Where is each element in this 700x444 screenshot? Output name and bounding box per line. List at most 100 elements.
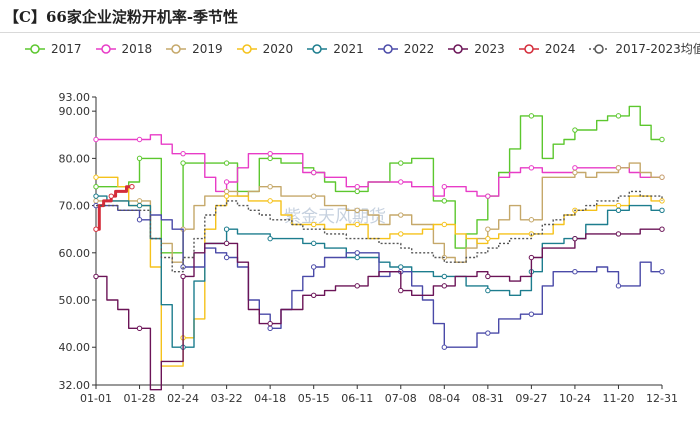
series-point-2019	[572, 169, 578, 176]
legend-item-2018[interactable]: 2018	[95, 42, 152, 56]
legend-item-2017[interactable]: 2017	[24, 42, 82, 56]
x-tick-label: 12-31	[646, 392, 678, 405]
legend-item-2024[interactable]: 2024	[518, 41, 576, 56]
series-point-2017	[659, 136, 665, 143]
legend-item-2020[interactable]: 2020	[236, 42, 293, 56]
series-point-2021	[354, 254, 360, 261]
x-tick-label: 09-27	[515, 392, 547, 405]
series-point-2020	[310, 221, 317, 228]
series-point-2018	[136, 136, 143, 143]
series-point-2020	[354, 221, 360, 228]
x-tick-label: 01-28	[124, 392, 156, 405]
series-point-2023	[485, 273, 491, 280]
legend-swatch	[25, 43, 45, 54]
series-point-2017	[223, 160, 230, 166]
series-point-2021	[310, 240, 317, 247]
series-point-2023	[267, 320, 273, 327]
series-point-2023	[180, 273, 186, 280]
legend-swatch	[307, 43, 328, 54]
legend-swatch	[377, 43, 398, 54]
series-point-2023	[615, 231, 622, 237]
series-point-2018	[572, 165, 578, 171]
series-point-2019	[93, 198, 99, 204]
series-point-2017	[267, 155, 273, 162]
series-point-2017	[354, 188, 360, 195]
series-point-2019	[659, 174, 665, 180]
series-point-2020	[485, 235, 491, 242]
series-point-2018	[180, 150, 186, 157]
series-point-2022	[310, 264, 317, 270]
series-point-2023	[310, 292, 317, 298]
legend-label: 2017	[51, 41, 82, 56]
series-point-2021	[485, 287, 491, 294]
series-point-2018	[267, 150, 273, 157]
legend-item-2022[interactable]: 2022	[377, 41, 435, 56]
legend-label: 2017-2023均值	[615, 42, 700, 56]
series-point-2023	[354, 283, 360, 289]
x-tick-label: 10-24	[559, 392, 591, 405]
y-tick-label: 40.00	[59, 341, 91, 354]
series-point-2023	[223, 240, 230, 247]
series-point-2023	[441, 283, 448, 289]
series-point-2022	[354, 250, 360, 256]
legend-label: 2022	[403, 41, 435, 56]
series-point-2017	[93, 184, 99, 190]
series-point-2020	[398, 231, 404, 237]
series-point-2018	[441, 184, 448, 190]
x-tick-label: 02-24	[167, 392, 199, 405]
y-tick-label: 32.00	[59, 379, 91, 392]
x-tick-label: 05-15	[298, 392, 330, 405]
series-point-2023	[93, 273, 99, 280]
series-point-2022	[615, 283, 622, 289]
series-line-2017-2023均值	[96, 190, 663, 273]
series-point-2022	[223, 254, 230, 261]
series-point-2017	[572, 127, 578, 133]
series-point-2020	[93, 174, 99, 180]
series-point-2023	[572, 235, 578, 242]
series-point-2018	[310, 169, 317, 176]
legend-swatch	[518, 43, 539, 54]
y-tick-label: 70.00	[59, 200, 91, 213]
series-point-2021	[223, 226, 230, 232]
series-point-2017	[398, 160, 404, 166]
series-point-2022	[485, 330, 491, 336]
series-line-2017	[96, 105, 662, 254]
series-point-2019	[267, 184, 273, 190]
legend-item-2017-2023均值[interactable]: 2017-2023均值	[588, 40, 700, 57]
series-point-2020	[441, 221, 448, 228]
legend-swatch	[166, 43, 187, 54]
series-point-2023	[136, 325, 143, 332]
y-tick-label: 80.00	[59, 152, 91, 165]
series-point-2018	[93, 136, 99, 143]
watermark-text: 紫金天风期货	[284, 207, 386, 227]
legend: 2017 2018 2019 2020 2021 2022 2023 2024 2017-202…	[24, 40, 700, 57]
series-point-2019	[310, 193, 317, 199]
series-point-2017	[180, 160, 186, 166]
legend-item-2019[interactable]: 2019	[165, 42, 223, 56]
series-point-2017	[136, 155, 143, 162]
series-point-2020	[223, 193, 230, 199]
series-point-2021	[659, 207, 665, 214]
title-divider	[0, 32, 700, 33]
series-point-2019	[528, 217, 535, 223]
series-point-2018	[485, 193, 491, 199]
series-point-2023	[398, 287, 404, 294]
x-tick-label: 03-22	[211, 392, 243, 405]
legend-label: 2024	[544, 41, 576, 56]
series-point-2019	[223, 188, 230, 195]
legend-item-2023[interactable]: 2023	[447, 42, 505, 56]
x-tick-label: 01-01	[80, 392, 112, 405]
series-point-2024	[93, 226, 99, 232]
series-point-2019	[136, 198, 143, 204]
series-point-2024	[129, 184, 135, 190]
series-point-2017	[615, 113, 622, 119]
series-point-2019	[398, 212, 404, 218]
series-point-2020	[615, 202, 622, 209]
series-point-2022	[572, 268, 578, 275]
legend-item-2021[interactable]: 2021	[306, 42, 364, 56]
y-tick-label: 60.00	[59, 247, 91, 260]
series-point-2023	[528, 254, 535, 261]
series-point-2018	[398, 179, 404, 185]
x-tick-label: 11-20	[602, 392, 634, 405]
